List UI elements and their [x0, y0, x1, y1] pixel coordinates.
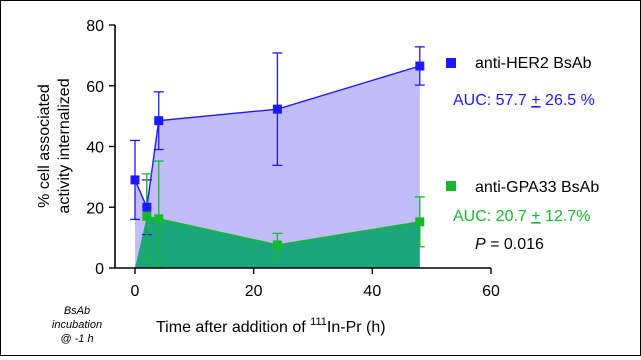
- point-gpa33: [142, 211, 152, 221]
- legend-marker-her2: [446, 58, 456, 68]
- incubation-annotation-line1: BsAb: [64, 305, 90, 317]
- y-axis-label-line1: % cell associated: [36, 84, 53, 208]
- auc-gpa33: AUC: 20.7 + 12.7%: [453, 208, 590, 225]
- point-her2: [272, 104, 282, 114]
- y-tick-label: 80: [86, 18, 104, 35]
- point-gpa33: [272, 240, 282, 250]
- auc-her2: AUC: 57.7 + 26.5 %: [453, 92, 595, 109]
- p-value-symbol: P: [475, 236, 486, 253]
- x-tick-label: 20: [245, 283, 263, 300]
- auc-gpa33-text: AUC: 20.7: [453, 208, 531, 225]
- auc-her2-pm: +: [531, 92, 540, 109]
- x-tick-label: 0: [131, 283, 140, 300]
- y-tick-label: 20: [86, 200, 104, 217]
- x-tick-label: 60: [482, 283, 500, 300]
- point-her2: [154, 116, 164, 126]
- line-gpa33: [146, 215, 420, 246]
- y-tick-label: 40: [86, 140, 104, 157]
- x-axis-label-superscript: 111: [310, 316, 327, 328]
- auc-her2-text: AUC: 57.7: [453, 92, 531, 109]
- x-axis-label: Time after addition of 111In-Pr (h): [156, 316, 386, 336]
- y-tick-label: 0: [95, 261, 104, 278]
- point-gpa33: [154, 214, 164, 224]
- incubation-annotation-line2: incubation: [52, 319, 102, 331]
- legend-marker-gpa33: [446, 181, 456, 191]
- legend-label-gpa33: anti-GPA33 BsAb: [475, 179, 599, 196]
- legend-label-her2: anti-HER2 BsAb: [475, 55, 592, 72]
- p-value-label: P = 0.016: [475, 236, 544, 253]
- point-gpa33: [415, 217, 425, 227]
- x-axis-label-suffix: In-Pr (h): [327, 319, 386, 336]
- auc-her2-rest: 26.5 %: [541, 92, 595, 109]
- p-value-number: = 0.016: [486, 236, 544, 253]
- point-her2: [142, 202, 152, 212]
- point-her2: [415, 61, 425, 71]
- x-axis-label-prefix: Time after addition of: [156, 319, 310, 336]
- x-tick-label: 40: [363, 283, 381, 300]
- y-tick-label: 60: [86, 79, 104, 96]
- auc-gpa33-pm: +: [531, 208, 540, 225]
- auc-gpa33-rest: 12.7%: [541, 208, 591, 225]
- point-her2: [130, 175, 140, 185]
- incubation-annotation-line3: @ -1 h: [60, 333, 93, 345]
- y-axis-label-line2: activity internalized: [56, 78, 73, 213]
